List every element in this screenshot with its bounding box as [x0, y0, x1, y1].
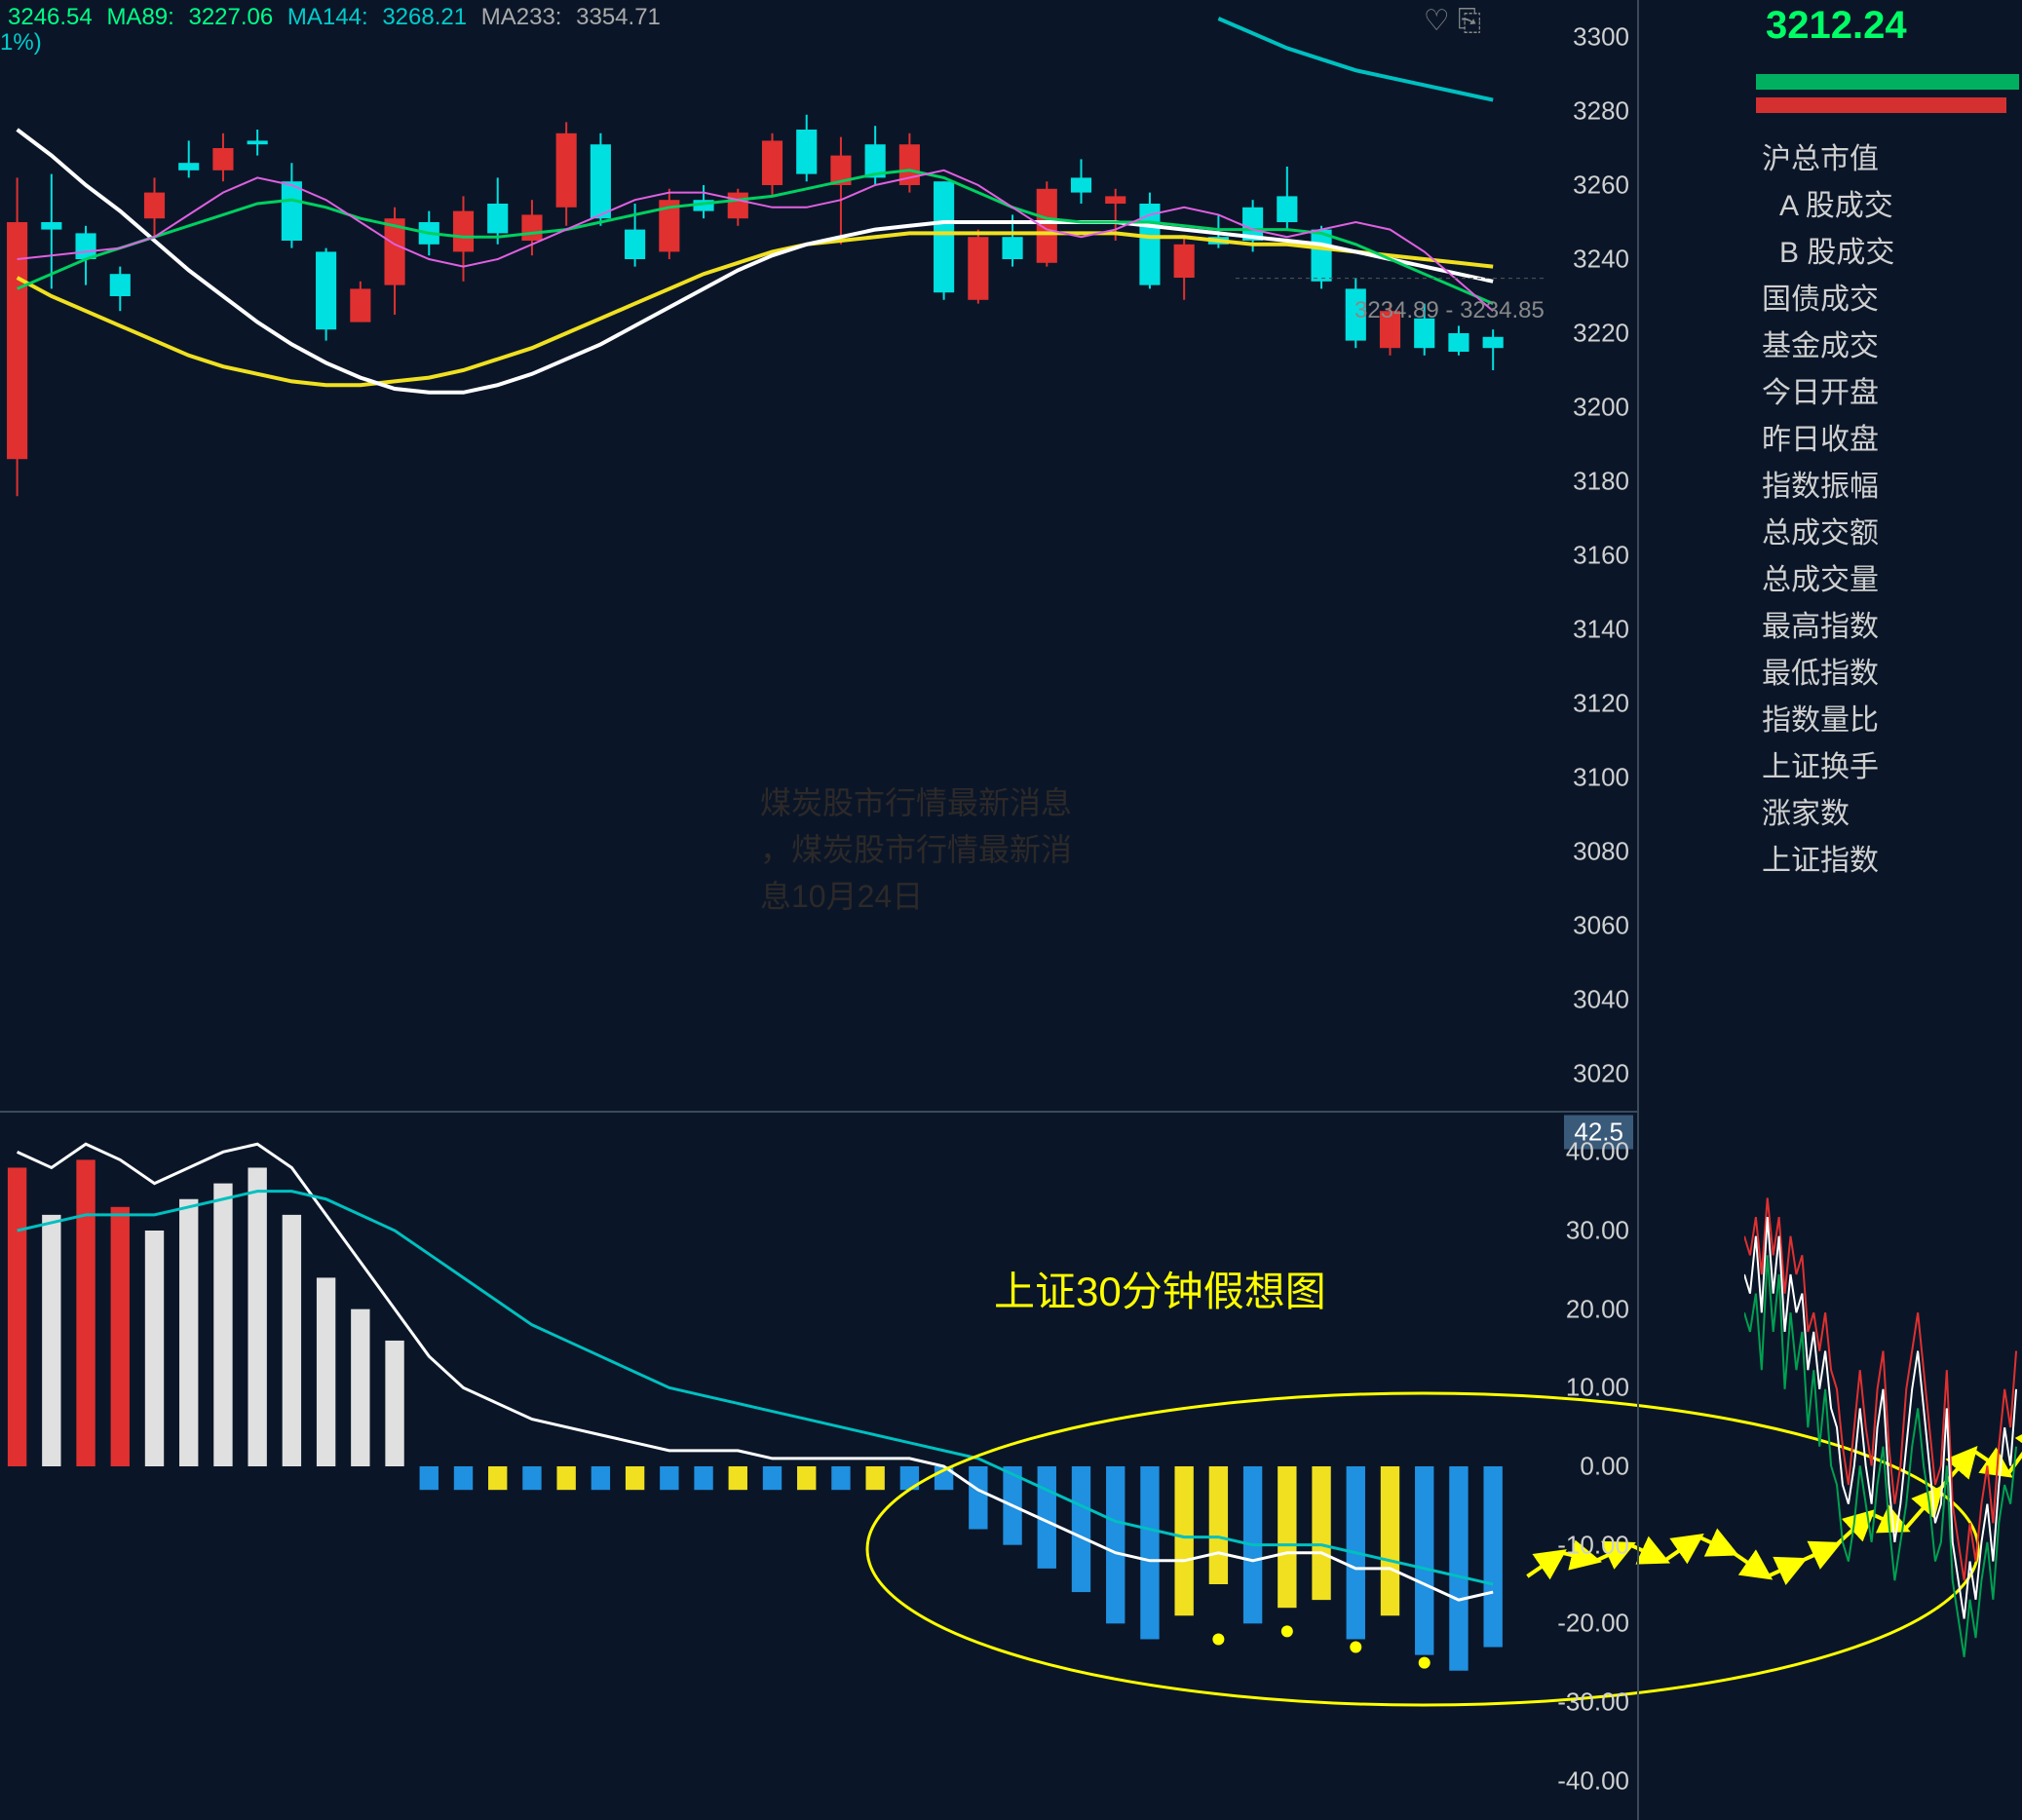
y-tick: 3220	[1573, 319, 1629, 349]
y-tick: 3080	[1573, 837, 1629, 867]
chart-area: 3246.54 MA89: 3227.06 MA144: 3268.21 MA2…	[0, 0, 1637, 1820]
price-y-axis: 3020 3040 3060 3080 3100 3120 3140 3160 3180 3200…	[1545, 0, 1637, 1111]
info-item[interactable]: 昨日收盘	[1762, 417, 1894, 464]
info-item[interactable]: B 股成交	[1762, 230, 1894, 277]
y-tick: 20.00	[1566, 1294, 1629, 1324]
candle-chart[interactable]	[0, 0, 1545, 1111]
info-item[interactable]: 上证指数	[1762, 838, 1894, 885]
y-tick: 3300	[1573, 22, 1629, 53]
info-item[interactable]: A 股成交	[1762, 183, 1894, 230]
y-tick: -30.00	[1557, 1687, 1629, 1718]
y-tick: 3180	[1573, 467, 1629, 497]
indicator-chart[interactable]	[0, 1113, 1545, 1820]
info-item[interactable]: 最高指数	[1762, 604, 1894, 651]
current-price: 3212.24	[1766, 4, 1907, 48]
info-item[interactable]: 沪总市值	[1762, 136, 1894, 183]
info-item[interactable]: 上证换手	[1762, 744, 1894, 791]
info-item[interactable]: 最低指数	[1762, 651, 1894, 698]
y-tick: 3100	[1573, 763, 1629, 793]
info-item[interactable]: 指数振幅	[1762, 464, 1894, 511]
info-item[interactable]: 总成交量	[1762, 557, 1894, 604]
y-tick: 3200	[1573, 393, 1629, 423]
y-tick: 3040	[1573, 985, 1629, 1015]
y-tick: 3140	[1573, 615, 1629, 645]
indicator-panel[interactable]: 上证30分钟假想图 42.5-40.00-30.00-20.00-10.000.…	[0, 1113, 1637, 1820]
annotation-label: 上证30分钟假想图	[994, 1259, 1326, 1318]
y-tick: 3120	[1573, 689, 1629, 719]
info-item[interactable]: 指数量比	[1762, 698, 1894, 744]
y-tick: 3160	[1573, 541, 1629, 571]
info-item[interactable]: 基金成交	[1762, 323, 1894, 370]
price-range-label: 3234.89 - 3234.85	[1354, 297, 1545, 324]
info-list: 沪总市值A 股成交B 股成交国债成交基金成交今日开盘昨日收盘指数振幅总成交额总成…	[1762, 136, 1894, 885]
y-tick: 3260	[1573, 171, 1629, 201]
y-tick: 3280	[1573, 96, 1629, 127]
y-tick: 0.00	[1580, 1452, 1629, 1482]
y-tick: 3020	[1573, 1059, 1629, 1089]
y-tick: 3240	[1573, 245, 1629, 275]
info-item[interactable]: 涨家数	[1762, 791, 1894, 838]
info-item[interactable]: 国债成交	[1762, 277, 1894, 323]
y-tick: -10.00	[1557, 1530, 1629, 1560]
y-tick: -40.00	[1557, 1765, 1629, 1796]
info-item[interactable]: 总成交额	[1762, 511, 1894, 557]
y-tick: 40.00	[1566, 1137, 1629, 1167]
status-bars	[1756, 74, 2019, 113]
indicator-y-axis: 42.5-40.00-30.00-20.00-10.000.0010.0020.…	[1545, 1113, 1637, 1820]
y-tick: -20.00	[1557, 1609, 1629, 1639]
y-tick: 10.00	[1566, 1373, 1629, 1403]
watermark: 煤炭股市行情最新消息 ，煤炭股市行情最新消 息10月24日	[760, 779, 1072, 920]
mini-chart[interactable]	[1744, 1169, 2022, 1695]
info-item[interactable]: 今日开盘	[1762, 370, 1894, 417]
y-tick: 30.00	[1566, 1216, 1629, 1246]
y-tick: 3060	[1573, 911, 1629, 941]
price-chart-panel[interactable]: 3246.54 MA89: 3227.06 MA144: 3268.21 MA2…	[0, 0, 1637, 1111]
